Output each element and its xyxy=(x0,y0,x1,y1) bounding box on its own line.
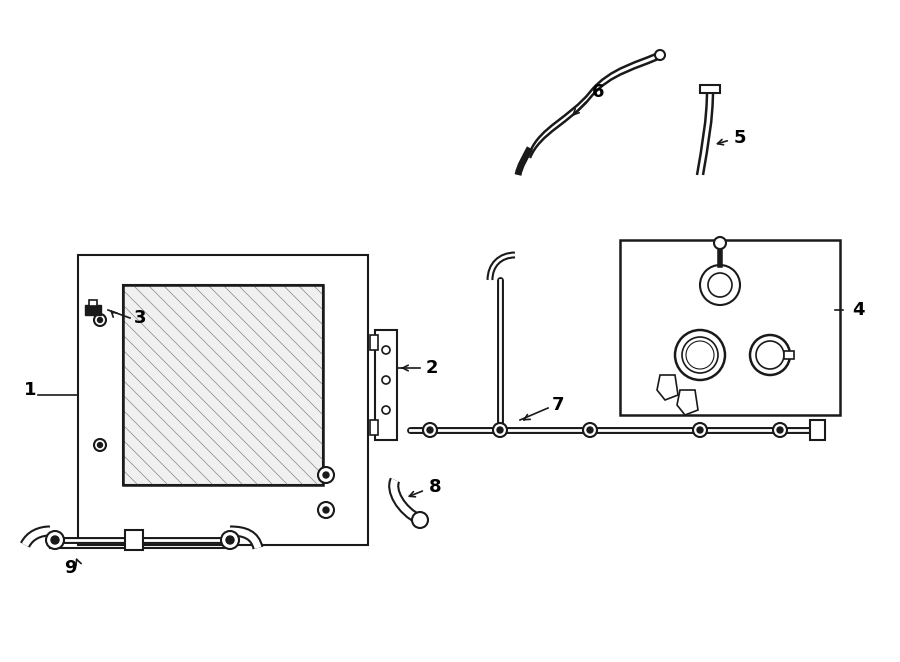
Bar xyxy=(620,240,840,415)
Text: 6: 6 xyxy=(592,83,604,101)
Circle shape xyxy=(318,502,334,518)
Circle shape xyxy=(323,507,329,513)
Circle shape xyxy=(382,406,390,414)
Circle shape xyxy=(682,337,718,373)
Circle shape xyxy=(690,345,710,365)
Circle shape xyxy=(46,531,64,549)
Bar xyxy=(78,255,368,545)
Circle shape xyxy=(318,467,334,483)
Circle shape xyxy=(773,423,787,437)
Circle shape xyxy=(382,376,390,384)
Circle shape xyxy=(583,423,597,437)
Circle shape xyxy=(423,423,437,437)
Bar xyxy=(89,300,97,306)
Circle shape xyxy=(94,314,106,326)
Circle shape xyxy=(412,512,428,528)
Text: 1: 1 xyxy=(23,381,36,399)
Text: 8: 8 xyxy=(428,478,441,496)
Text: 4: 4 xyxy=(852,301,865,319)
Polygon shape xyxy=(657,375,678,400)
Bar xyxy=(125,530,143,550)
Text: 5: 5 xyxy=(734,129,746,147)
Text: 9: 9 xyxy=(64,559,76,577)
Circle shape xyxy=(777,427,783,433)
Circle shape xyxy=(51,536,59,544)
Bar xyxy=(810,420,825,440)
Circle shape xyxy=(750,335,790,375)
Circle shape xyxy=(697,427,703,433)
Circle shape xyxy=(323,472,329,478)
Circle shape xyxy=(693,423,707,437)
Circle shape xyxy=(97,442,103,448)
Bar xyxy=(85,305,101,315)
Circle shape xyxy=(226,536,234,544)
Circle shape xyxy=(686,341,714,369)
Circle shape xyxy=(382,346,390,354)
Circle shape xyxy=(427,427,433,433)
Circle shape xyxy=(708,273,732,297)
Circle shape xyxy=(675,330,725,380)
Text: 2: 2 xyxy=(426,359,438,377)
Circle shape xyxy=(497,427,503,433)
Circle shape xyxy=(714,237,726,249)
Circle shape xyxy=(94,439,106,451)
Bar xyxy=(123,285,323,485)
Bar xyxy=(700,85,720,93)
Circle shape xyxy=(587,427,593,433)
Circle shape xyxy=(655,50,665,60)
Text: 3: 3 xyxy=(134,309,147,327)
Bar xyxy=(375,330,397,440)
Polygon shape xyxy=(677,390,698,415)
Circle shape xyxy=(493,423,507,437)
Bar xyxy=(370,335,378,350)
Bar xyxy=(123,285,323,485)
Circle shape xyxy=(97,318,103,322)
Circle shape xyxy=(700,265,740,305)
Bar xyxy=(784,351,794,359)
Circle shape xyxy=(221,531,239,549)
Circle shape xyxy=(756,341,784,369)
Bar xyxy=(370,420,378,435)
Text: 7: 7 xyxy=(552,396,564,414)
